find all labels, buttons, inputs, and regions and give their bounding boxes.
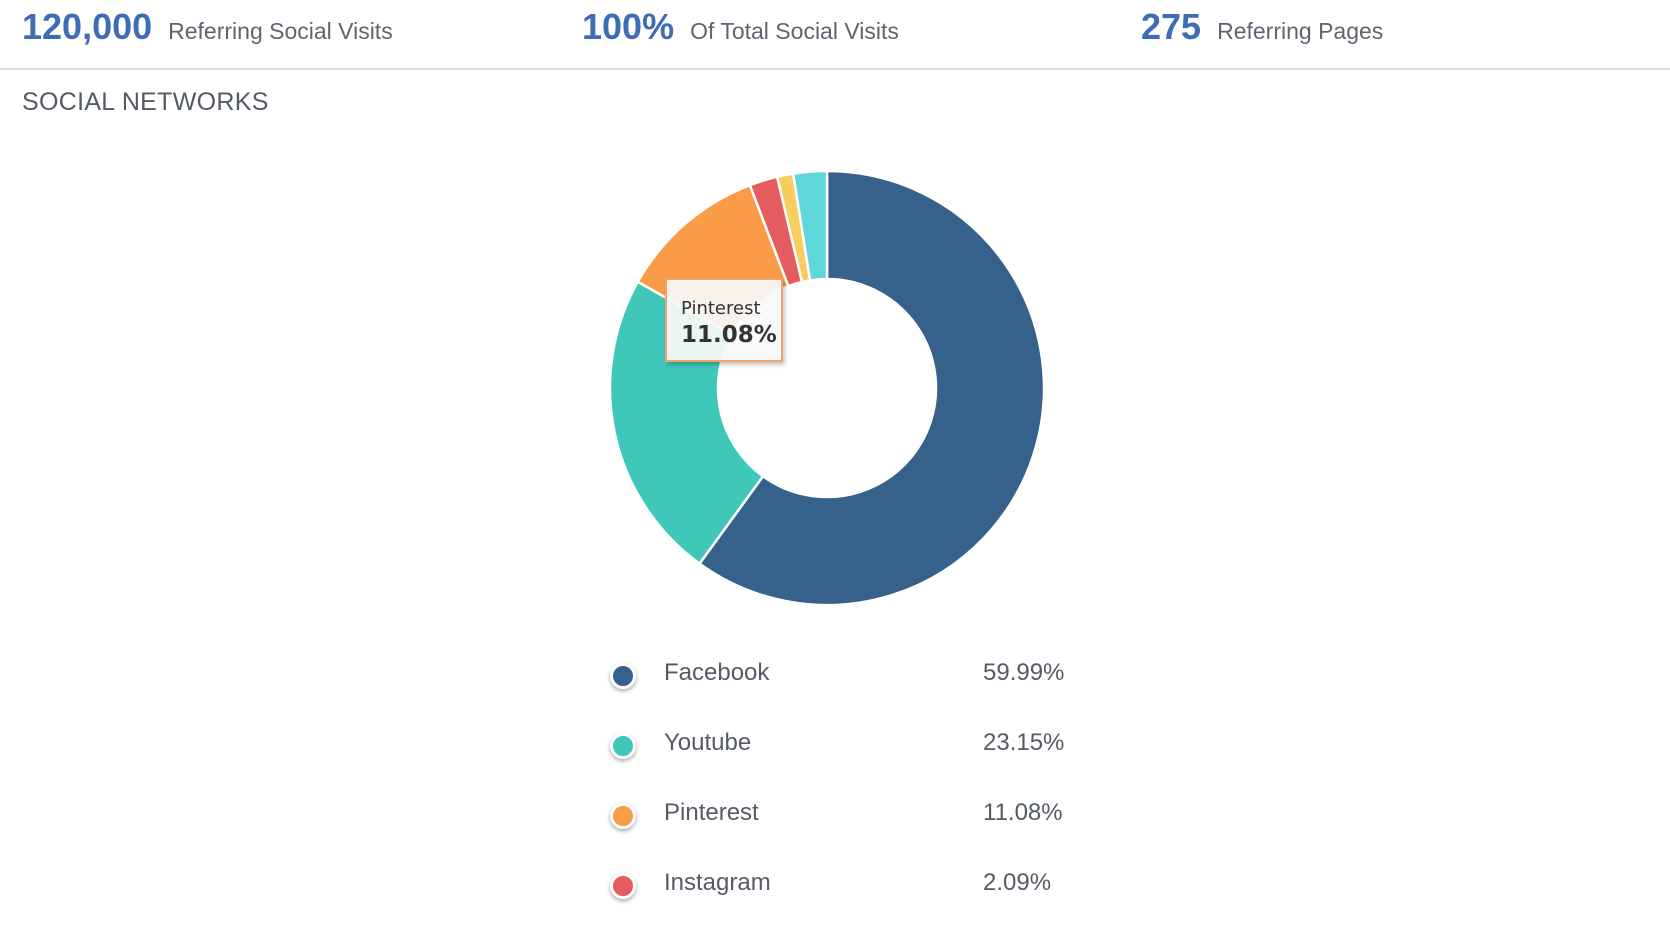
legend-item[interactable]: Facebook 59.99%	[600, 650, 1070, 720]
donut-slice-5[interactable]	[791, 169, 829, 282]
legend-value: 59.99%	[983, 659, 1065, 686]
legend-name: Facebook	[664, 659, 770, 686]
legend-name: Instagram	[664, 869, 771, 896]
stat-value: 100%	[582, 6, 675, 47]
legend-name: Youtube	[664, 729, 752, 756]
legend-value: 2.09%	[983, 869, 1052, 896]
legend-dot-icon	[610, 733, 636, 759]
legend-name: Pinterest	[664, 799, 759, 826]
legend-value: 23.15%	[983, 729, 1065, 756]
tooltip-name: Pinterest	[681, 298, 761, 319]
stat-total-social-visits: 100% Of Total Social Visits	[582, 6, 899, 48]
stats-bar: 120,000 Referring Social Visits 100% Of …	[0, 0, 1670, 70]
legend-item[interactable]: Youtube 23.15%	[600, 720, 1070, 790]
donut-slice-youtube[interactable]	[608, 280, 765, 566]
legend-dot-icon	[610, 873, 636, 899]
legend-dot-icon	[610, 803, 636, 829]
chart-tooltip: Pinterest 11.08%	[665, 278, 783, 362]
legend-item[interactable]: Pinterest 11.08%	[600, 790, 1070, 860]
legend-value: 11.08%	[983, 799, 1063, 826]
stat-value: 120,000	[22, 6, 153, 47]
donut-slice-facebook[interactable]	[697, 169, 1046, 607]
stat-value: 275	[1141, 6, 1202, 47]
section-title: SOCIAL NETWORKS	[22, 88, 269, 116]
stat-label: Referring Pages	[1217, 18, 1384, 44]
legend-dot-icon	[610, 663, 636, 689]
tooltip-value: 11.08%	[681, 322, 777, 348]
stat-referring-social-visits: 120,000 Referring Social Visits	[22, 6, 393, 48]
chart-legend: Facebook 59.99% Youtube 23.15% Pinterest 11.0…	[600, 650, 1070, 930]
stat-label: Of Total Social Visits	[690, 18, 899, 44]
stat-referring-pages: 275 Referring Pages	[1141, 6, 1383, 48]
stat-label: Referring Social Visits	[168, 18, 393, 44]
legend-item[interactable]: Instagram 2.09%	[600, 860, 1070, 930]
